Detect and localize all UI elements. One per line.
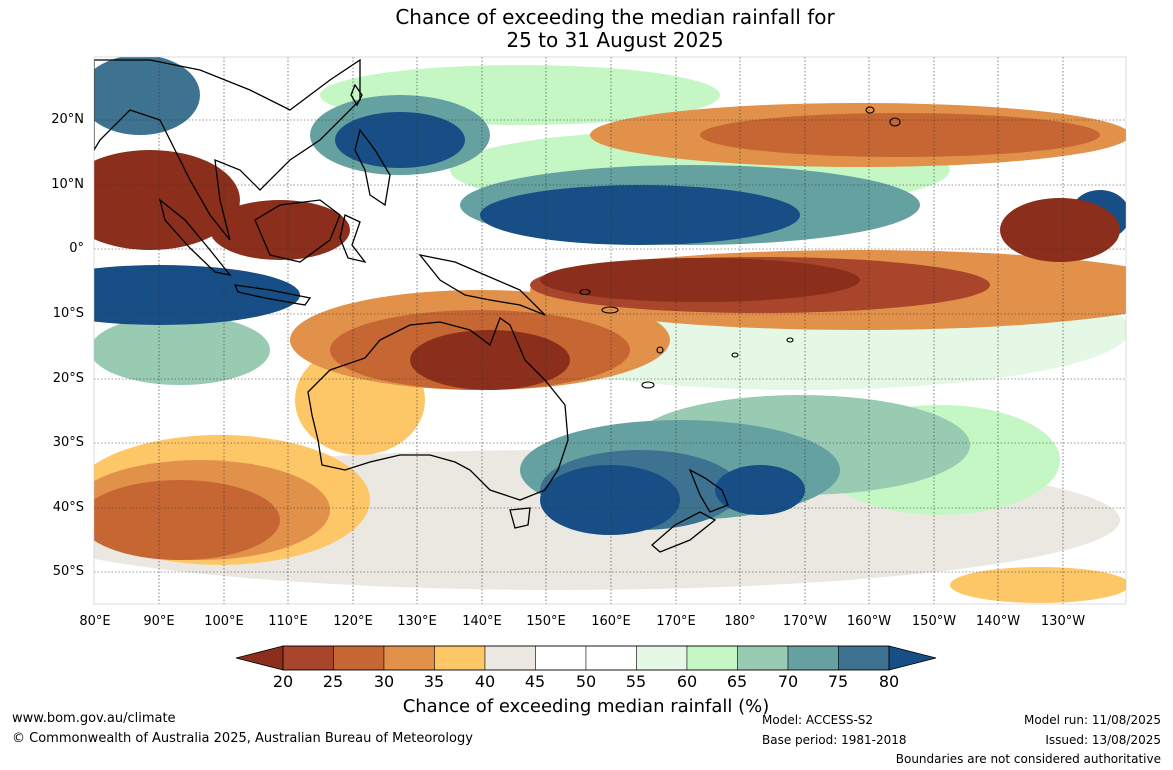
colorbar-box-75_80 [838,645,890,671]
philippines-outline [354,128,391,207]
lon-label: 80°E [79,614,111,629]
map-title-line-2: 25 to 31 August 2025 [506,28,724,52]
colorbar-boxes [282,645,890,671]
prob-region [210,200,350,260]
tasmania-outline [509,507,531,529]
prob-region [94,57,200,135]
lat-label: 0° [69,241,84,256]
colorbar-tick-label: 55 [625,672,647,691]
colorbar-box-50_55 [585,645,637,671]
prob-region [540,465,680,535]
map-area [94,57,1126,604]
colorbar-box-45_50 [535,645,587,671]
prob-region [540,258,860,302]
colorbar-low-arrow [236,646,283,670]
sulawesi-outline [339,214,367,264]
lat-label: 20°N [51,112,84,127]
prob-region [335,112,465,168]
prob-region [94,265,300,325]
lon-label: 140°E [462,614,502,629]
prob-region [94,315,270,385]
colorbar-tick-label: 40 [474,672,496,691]
colorbar-tick-label: 25 [322,672,344,691]
lon-label: 150°E [526,614,566,629]
model-run-date: Model run: 11/08/2025 [1023,713,1161,727]
lon-label: 90°E [143,614,175,629]
base-period: Base period: 1981-2018 [762,733,907,747]
colorbar-tick-label: 75 [827,672,849,691]
colorbar-tick-label: 45 [524,672,546,691]
lon-label: 180° [724,614,756,629]
lat-label: 10°N [51,177,84,192]
prob-region [700,113,1100,157]
colorbar-tick-label: 70 [777,672,799,691]
colorbar-tick-label: 30 [373,672,395,691]
prob-region [1000,198,1120,262]
boundary-disclaimer: Boundaries are not considered authoritat… [895,752,1161,766]
prob-region [950,567,1126,603]
lon-label: 110°E [268,614,308,629]
lat-label: 40°S [52,500,84,515]
islands [579,106,901,389]
prob-region [480,185,800,245]
colorbar-tick-label: 20 [272,672,294,691]
colorbar-tick-label: 65 [726,672,748,691]
prob-region [94,150,240,250]
sumatra-outline [158,198,232,276]
colorbar-box-25_30 [333,645,385,671]
model-name: Model: ACCESS-S2 [762,713,874,727]
colorbar-box-20_25 [282,645,334,671]
lon-label: 150°W [911,614,957,629]
colorbar-box-40_45 [484,645,536,671]
lat-label: 30°S [52,435,84,450]
lon-label: 170°W [782,614,828,629]
new-guinea-outline [418,254,546,316]
coastlines [94,58,729,553]
borneo-outline [254,199,341,263]
prob-region [94,480,280,560]
lat-label: 10°S [52,306,84,321]
lon-label: 120°E [333,614,373,629]
colorbar-tick-label: 35 [423,672,445,691]
prob-region [410,330,570,390]
new-zealand-south-outline [651,511,717,553]
colorbar-box-70_75 [787,645,839,671]
java-outline [233,284,312,306]
lon-label: 100°E [204,614,244,629]
copyright-text: © Commonwealth of Australia 2025, Austra… [12,731,473,746]
website-link[interactable]: www.bom.gov.au/climate [12,711,176,726]
lat-label: 50°S [52,564,84,579]
colorbar-tick-label: 80 [878,672,900,691]
new-zealand-north-outline [688,468,729,513]
lon-label: 140°W [975,614,1021,629]
colorbar-title: Chance of exceeding median rainfall (%) [402,696,770,717]
colorbar-high-arrow [889,646,936,670]
australia-outline [307,316,569,501]
lon-label: 130°W [1040,614,1086,629]
lon-label: 160°E [591,614,631,629]
colorbar-box-60_65 [686,645,738,671]
lon-label: 170°E [656,614,696,629]
colorbar-box-55_60 [636,645,688,671]
lat-label: 20°S [52,371,84,386]
colorbar-box-30_35 [383,645,435,671]
lon-label: 130°E [397,614,437,629]
graticule [94,57,1126,604]
colorbar-box-65_70 [737,645,789,671]
colorbar-box-35_40 [434,645,486,671]
map-title-line-1: Chance of exceeding the median rainfall … [395,5,835,29]
probability-field [94,57,1126,603]
colorbar [235,645,937,671]
prob-region [715,465,805,515]
lon-label: 160°W [846,614,892,629]
colorbar-tick-label: 60 [676,672,698,691]
mainland-asia-outline [94,58,361,241]
issued-date: Issued: 13/08/2025 [1045,733,1161,747]
colorbar-tick-label: 50 [575,672,597,691]
